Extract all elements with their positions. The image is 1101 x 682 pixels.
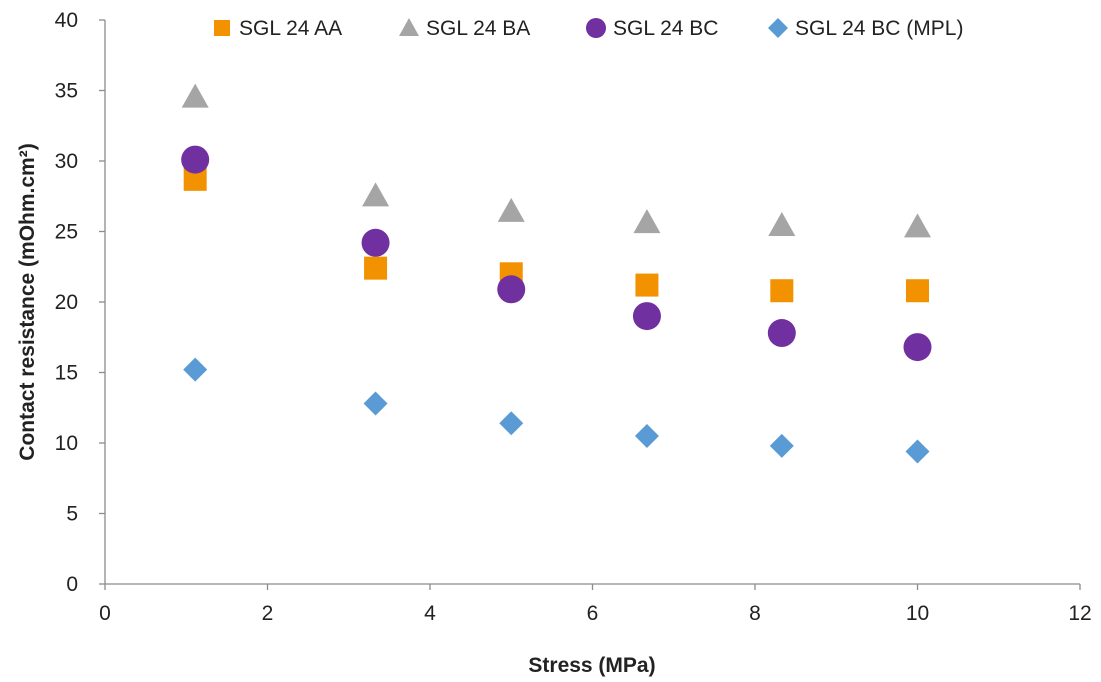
legend-marker-sgl-24-aa: [214, 20, 230, 36]
y-tick-label: 15: [55, 362, 78, 385]
x-tick-label: 0: [99, 602, 111, 625]
x-tick-label: 2: [262, 602, 274, 625]
y-axis-title: Contact resistance (mOhm.cm²): [16, 143, 39, 460]
data-point-sgl-24-ba: [181, 83, 209, 108]
x-axis-title: Stress (MPa): [528, 654, 655, 677]
data-point-sgl-24-ba: [362, 182, 390, 207]
data-point-sgl-24-bc: [903, 333, 932, 362]
data-point-sgl-24-bc-mpl: [905, 439, 930, 464]
data-point-sgl-24-bc-mpl: [183, 357, 208, 382]
y-tick-label: 0: [66, 573, 78, 596]
x-tick-label: 6: [587, 602, 599, 625]
data-point-sgl-24-aa: [183, 167, 207, 191]
x-tick-label: 4: [424, 602, 436, 625]
axes: [99, 19, 1081, 590]
legend-label-sgl-24-ba: SGL 24 BA: [426, 17, 530, 40]
data-point-sgl-24-bc-mpl: [363, 391, 388, 416]
legend-label-sgl-24-bc-mpl: SGL 24 BC (MPL): [795, 17, 963, 40]
legend-marker-sgl-24-bc: [586, 18, 606, 38]
data-point-sgl-24-bc: [181, 145, 210, 174]
y-tick-label: 30: [55, 150, 78, 173]
legend: SGL 24 AA SGL 24 BA SGL 24 BC SGL 24 BC (MP…: [214, 17, 963, 40]
data-point-sgl-24-ba: [768, 211, 796, 236]
x-tick-label: 8: [749, 602, 761, 625]
legend-marker-sgl-24-ba: [399, 18, 419, 36]
data-point-sgl-24-ba: [497, 197, 525, 222]
data-point-sgl-24-ba: [904, 213, 931, 238]
data-point-sgl-24-bc-mpl: [769, 433, 794, 458]
data-point-sgl-24-bc: [361, 228, 390, 257]
data-point-sgl-24-ba: [633, 209, 661, 234]
y-tick-label: 35: [55, 80, 78, 103]
legend-marker-sgl-24-bc-mpl: [768, 18, 788, 38]
data-point-sgl-24-aa: [635, 273, 659, 297]
x-tick-label: 12: [1068, 602, 1091, 625]
legend-label-sgl-24-aa: SGL 24 AA: [239, 17, 342, 40]
x-tick-label: 10: [906, 602, 929, 625]
y-tick-label: 10: [55, 432, 78, 455]
y-tick-label: 40: [55, 9, 78, 32]
y-tick-label: 5: [66, 503, 78, 526]
data-point-sgl-24-bc-mpl: [499, 411, 524, 436]
data-point-sgl-24-aa: [770, 279, 794, 303]
data-point-sgl-24-bc: [632, 302, 661, 331]
tick-labels: 0 2 4 6 8 10 12 0 5 10 15 20 25 30 35 40: [55, 9, 1092, 625]
y-tick-label: 20: [55, 291, 78, 314]
data-point-sgl-24-bc: [767, 319, 796, 348]
data-point-sgl-24-aa: [906, 279, 929, 303]
data-point-sgl-24-aa: [364, 256, 388, 280]
data-points: [181, 83, 932, 464]
data-point-sgl-24-bc-mpl: [634, 423, 659, 448]
data-point-sgl-24-bc: [497, 275, 526, 304]
y-tick-label: 25: [55, 221, 78, 244]
legend-label-sgl-24-bc: SGL 24 BC: [613, 17, 718, 40]
